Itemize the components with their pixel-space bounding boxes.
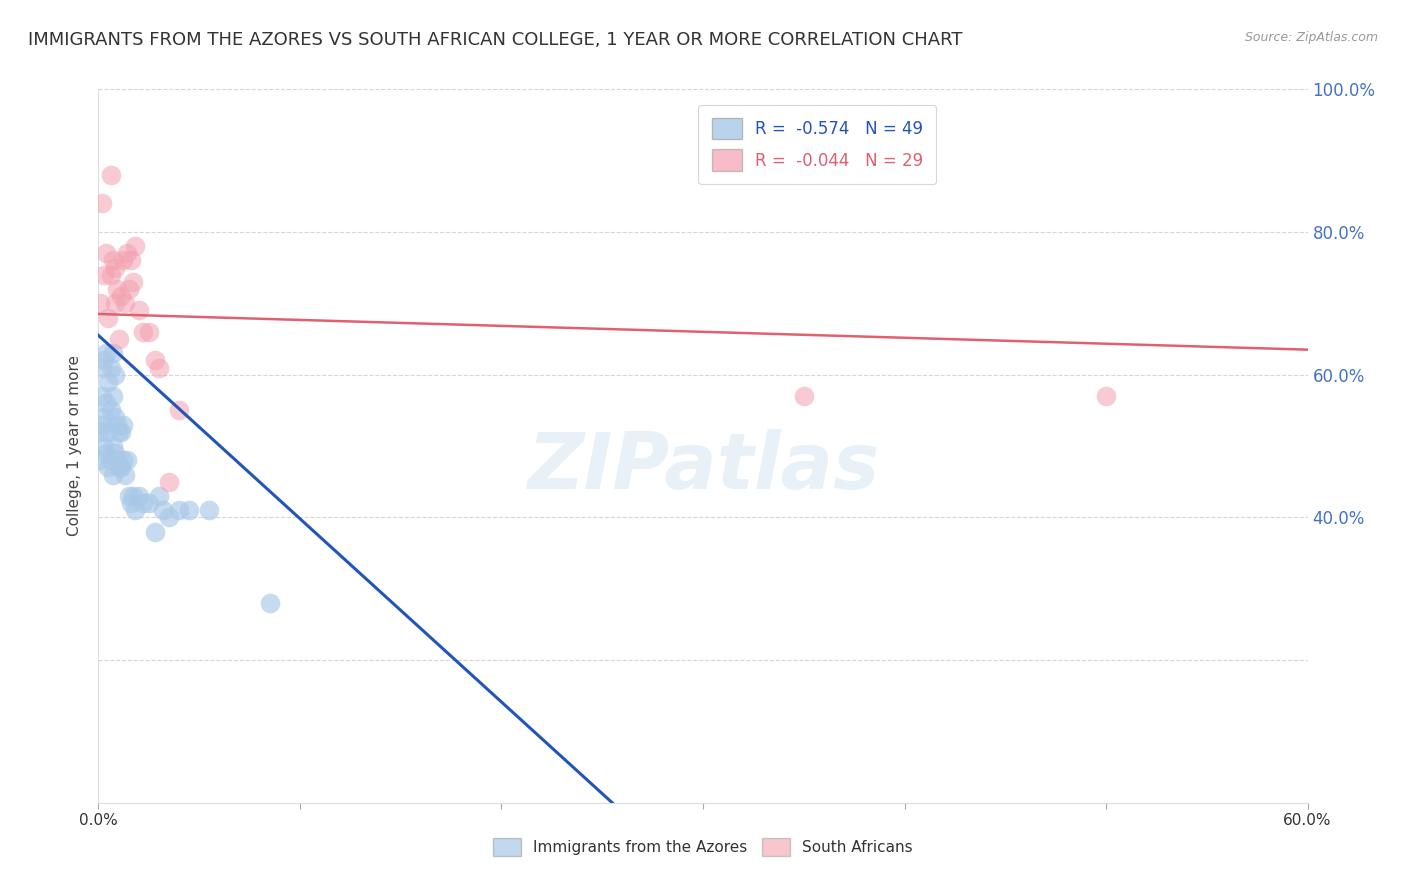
Point bbox=[105, 417, 128, 432]
Point bbox=[143, 353, 166, 368]
Point bbox=[132, 325, 155, 339]
Point bbox=[124, 239, 146, 253]
Point bbox=[179, 503, 201, 517]
Point bbox=[118, 282, 141, 296]
Point bbox=[93, 439, 115, 453]
Point bbox=[91, 360, 114, 375]
Point bbox=[97, 460, 120, 475]
Point bbox=[110, 460, 132, 475]
Point bbox=[101, 389, 124, 403]
Point bbox=[103, 410, 125, 425]
Point bbox=[93, 268, 115, 282]
Point bbox=[93, 353, 115, 368]
Point bbox=[97, 425, 120, 439]
Point bbox=[101, 346, 124, 360]
Point bbox=[100, 268, 122, 282]
Point bbox=[107, 332, 129, 346]
Point bbox=[167, 503, 190, 517]
Point bbox=[105, 453, 128, 467]
Point bbox=[91, 196, 114, 211]
Point bbox=[157, 510, 180, 524]
Point bbox=[107, 460, 129, 475]
Point bbox=[111, 253, 134, 268]
Point bbox=[91, 417, 114, 432]
Point bbox=[1095, 389, 1118, 403]
Text: Source: ZipAtlas.com: Source: ZipAtlas.com bbox=[1244, 31, 1378, 45]
Point bbox=[101, 439, 124, 453]
Point bbox=[100, 453, 122, 467]
Point bbox=[89, 296, 111, 310]
Point bbox=[132, 496, 155, 510]
Point bbox=[103, 446, 125, 460]
Point bbox=[96, 396, 118, 410]
Y-axis label: College, 1 year or more: College, 1 year or more bbox=[67, 356, 83, 536]
Point bbox=[138, 325, 160, 339]
Point bbox=[128, 303, 150, 318]
Point bbox=[148, 360, 170, 375]
Point bbox=[89, 425, 111, 439]
Point bbox=[91, 389, 114, 403]
Legend: Immigrants from the Azores, South Africans: Immigrants from the Azores, South Africa… bbox=[482, 828, 924, 866]
Point bbox=[120, 496, 142, 510]
Point bbox=[148, 489, 170, 503]
Point bbox=[114, 467, 136, 482]
Point bbox=[152, 503, 174, 517]
Point bbox=[124, 503, 146, 517]
Point bbox=[97, 375, 120, 389]
Point bbox=[157, 475, 180, 489]
Point bbox=[110, 289, 132, 303]
Point bbox=[793, 389, 815, 403]
Point bbox=[115, 246, 138, 260]
Point bbox=[121, 275, 143, 289]
Point bbox=[138, 496, 160, 510]
Point bbox=[128, 489, 150, 503]
Text: ZIPatlas: ZIPatlas bbox=[527, 429, 879, 506]
Point bbox=[120, 253, 142, 268]
Point bbox=[115, 453, 138, 467]
Point bbox=[103, 260, 125, 275]
Point bbox=[103, 296, 125, 310]
Point bbox=[110, 425, 132, 439]
Point bbox=[96, 246, 118, 260]
Point bbox=[198, 503, 221, 517]
Point bbox=[89, 453, 111, 467]
Point bbox=[100, 403, 122, 417]
Point bbox=[105, 282, 128, 296]
Point bbox=[259, 596, 281, 610]
Point bbox=[93, 410, 115, 425]
Point bbox=[121, 489, 143, 503]
Point bbox=[96, 446, 118, 460]
Point bbox=[101, 253, 124, 268]
Point bbox=[111, 417, 134, 432]
Text: IMMIGRANTS FROM THE AZORES VS SOUTH AFRICAN COLLEGE, 1 YEAR OR MORE CORRELATION : IMMIGRANTS FROM THE AZORES VS SOUTH AFRI… bbox=[28, 31, 963, 49]
Point bbox=[111, 453, 134, 467]
Point bbox=[167, 403, 190, 417]
Point bbox=[114, 296, 136, 310]
Point bbox=[107, 425, 129, 439]
Point bbox=[96, 346, 118, 360]
Point bbox=[100, 168, 122, 182]
Point bbox=[103, 368, 125, 382]
Point bbox=[101, 467, 124, 482]
Point bbox=[143, 524, 166, 539]
Point bbox=[100, 360, 122, 375]
Point bbox=[97, 310, 120, 325]
Point bbox=[118, 489, 141, 503]
